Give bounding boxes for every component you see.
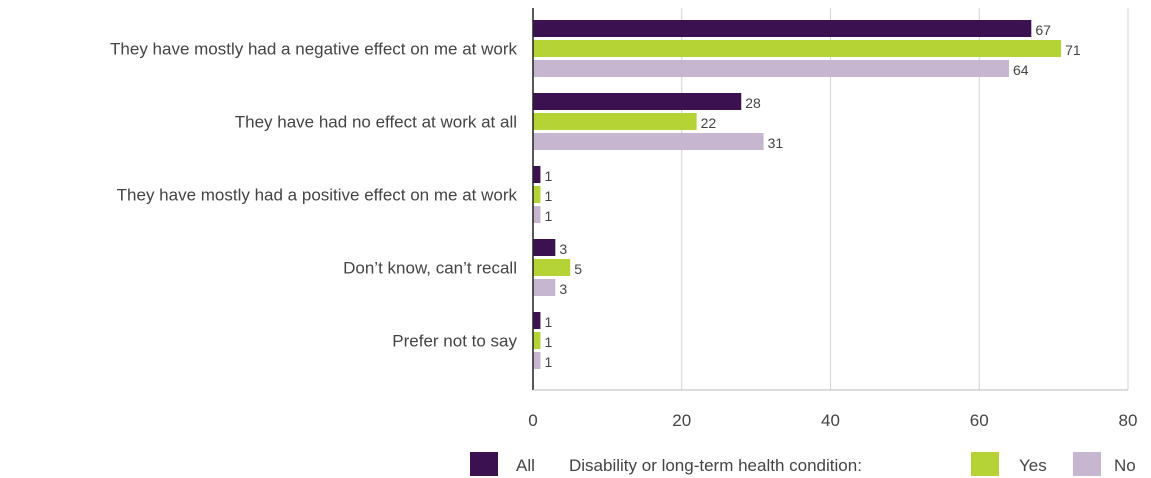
bar-value-label: 1 [544,354,552,370]
bar [533,166,541,183]
bar [533,20,1032,37]
category-label: Don’t know, can’t recall [343,259,517,278]
bar-value-label: 67 [1035,22,1051,38]
bar [533,279,556,296]
category-labels: They have mostly had a negative effect o… [110,40,517,351]
legend-swatch-no [1073,452,1101,476]
bar-value-label: 3 [559,241,567,257]
bar [533,352,541,369]
bar-value-label: 22 [701,115,717,131]
bar [533,332,541,349]
bar-value-label: 28 [745,95,761,111]
bar-value-label: 5 [574,261,582,277]
legend-swatch-all [470,452,498,476]
legend-label-no: No [1114,456,1136,475]
bar-value-label: 1 [544,168,552,184]
bar [533,40,1062,57]
x-axis-ticks: 0 20 40 60 80 [528,411,1137,430]
bar [533,239,556,256]
bar [533,259,571,276]
category-label: Prefer not to say [392,332,517,351]
x-tick-label: 60 [970,411,989,430]
bar-value-label: 1 [544,188,552,204]
legend: All Disability or long-term health condi… [470,452,1136,476]
x-tick-label: 40 [821,411,840,430]
bar [533,312,541,329]
bar [533,133,764,150]
x-tick-label: 20 [672,411,691,430]
bar-value-label: 71 [1065,42,1081,58]
x-tick-label: 80 [1119,411,1138,430]
bar-value-label: 1 [544,314,552,330]
bar-value-label: 1 [544,208,552,224]
bars [533,20,1062,369]
bar [533,93,742,110]
legend-label-all: All [516,456,535,475]
bar-value-label: 64 [1013,62,1029,78]
bar [533,206,541,223]
bar-value-label: 1 [544,334,552,350]
legend-swatch-yes [971,452,999,476]
bar [533,186,541,203]
x-tick-label: 0 [528,411,537,430]
category-label: They have mostly had a negative effect o… [110,40,517,59]
bar [533,60,1009,77]
legend-title: Disability or long-term health condition… [569,456,862,475]
bar [533,113,697,130]
bar-value-label: 31 [768,135,784,151]
category-label: They have mostly had a positive effect o… [117,186,518,205]
legend-label-yes: Yes [1019,456,1047,475]
category-label: They have had no effect at work at all [235,113,517,132]
bar-value-label: 3 [559,281,567,297]
